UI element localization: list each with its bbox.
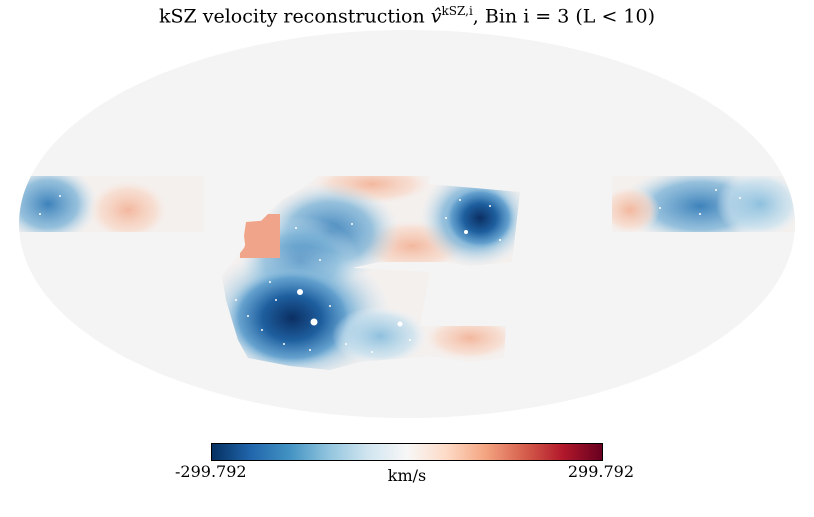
- colorbar-min-label: -299.792: [175, 462, 247, 481]
- map-title: kSZ velocity reconstruction v̂kSZ,i, Bin…: [0, 4, 814, 27]
- point-source-mask: [39, 189, 741, 353]
- colorbar-unit-label: km/s: [387, 466, 427, 485]
- title-superscript: kSZ,i: [441, 4, 473, 18]
- title-suffix: , Bin i = 3 (L < 10): [472, 5, 656, 28]
- colorbar: [211, 443, 603, 461]
- title-symbol: v̂: [430, 5, 442, 28]
- title-prefix: kSZ velocity reconstruction: [158, 5, 431, 28]
- colorbar-max-label: 299.792: [567, 462, 634, 481]
